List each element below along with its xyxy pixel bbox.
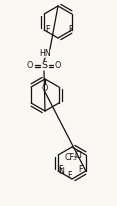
Text: S: S [41, 62, 47, 70]
Text: F: F [45, 25, 49, 34]
Text: 3: 3 [73, 156, 76, 161]
Text: F: F [69, 25, 73, 34]
Text: N: N [58, 166, 64, 176]
Text: Cl: Cl [75, 151, 83, 160]
Text: O: O [55, 62, 61, 70]
Text: CF: CF [64, 152, 74, 162]
Text: F: F [78, 165, 82, 173]
Text: HN: HN [39, 48, 51, 57]
Text: O: O [27, 62, 33, 70]
Text: O: O [42, 83, 48, 92]
Text: F: F [67, 171, 71, 179]
Text: F: F [58, 165, 62, 173]
